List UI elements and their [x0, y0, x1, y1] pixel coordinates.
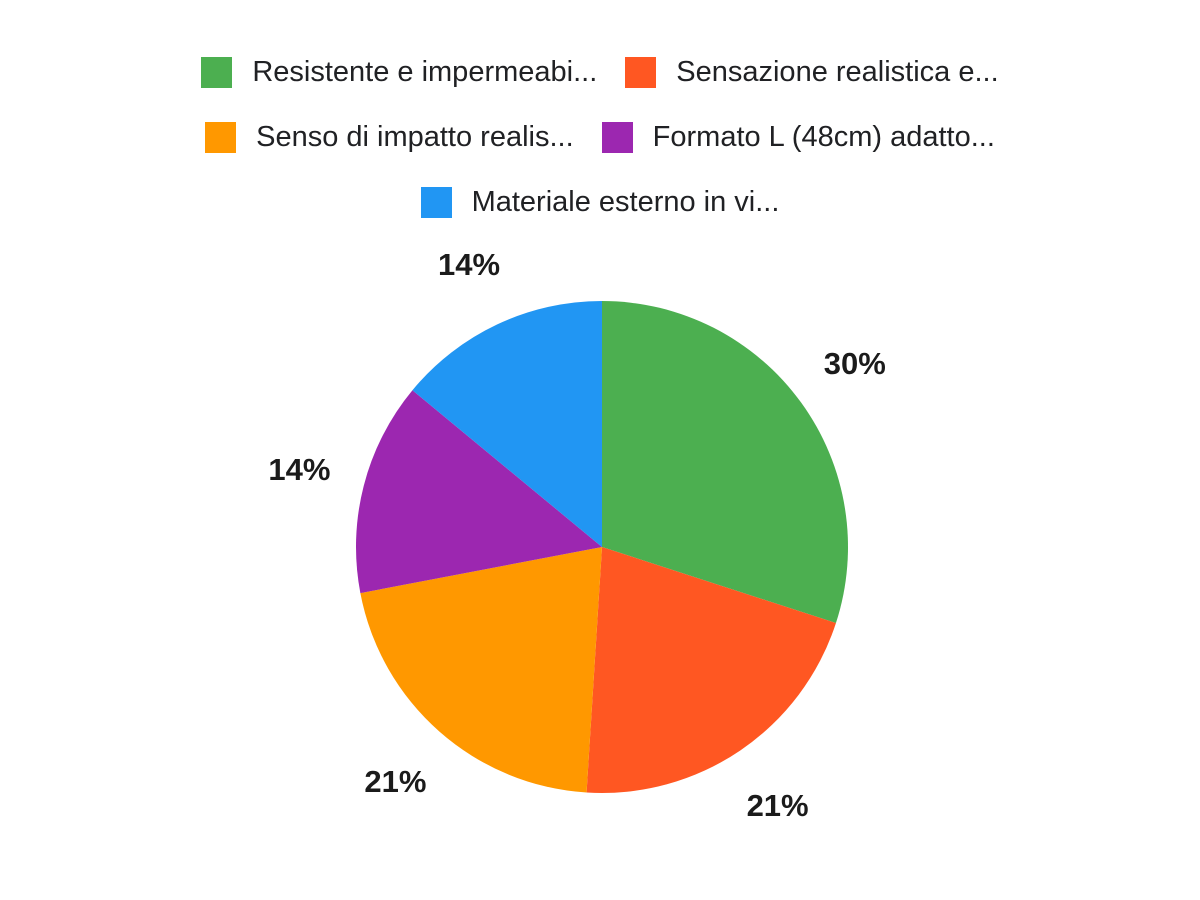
pie-slice-2[interactable]	[360, 547, 602, 793]
legend-row-1: Resistente e impermeabi... Sensazione re…	[201, 56, 999, 88]
legend-label-formato-l: Formato L (48cm) adatto...	[652, 121, 995, 153]
legend-swatch-blue-icon	[420, 186, 452, 218]
legend-swatch-purple-icon	[601, 121, 633, 153]
legend-label-senso-impatto: Senso di impatto realis...	[256, 121, 574, 153]
pie-slice-3[interactable]	[356, 390, 602, 594]
legend-label-resistente: Resistente e impermeabi...	[252, 56, 598, 88]
legend-swatch-green-icon	[201, 56, 233, 88]
pie-slice-percent-label-4: 14%	[438, 247, 500, 282]
legend-item-resistente[interactable]: Resistente e impermeabi...	[201, 56, 597, 88]
legend-item-senso-impatto[interactable]: Senso di impatto realis...	[205, 121, 574, 153]
pie-slice-1[interactable]	[586, 547, 836, 793]
legend-item-formato-l[interactable]: Formato L (48cm) adatto...	[601, 121, 995, 153]
chart-legend: Resistente e impermeabi... Sensazione re…	[0, 56, 1200, 218]
legend-label-materiale: Materiale esterno in vi...	[471, 186, 780, 218]
legend-item-materiale[interactable]: Materiale esterno in vi...	[420, 186, 780, 218]
pie-slice-percent-label-2: 21%	[364, 764, 426, 799]
pie-slice-percent-label-1: 21%	[747, 788, 809, 823]
legend-swatch-orange-icon	[205, 121, 237, 153]
pie-slice-0[interactable]	[602, 301, 849, 624]
legend-swatch-red-icon	[625, 56, 657, 88]
pie-slice-percent-label-3: 14%	[268, 452, 330, 487]
pie-slice-percent-label-0: 30%	[824, 346, 886, 381]
legend-item-sensazione[interactable]: Sensazione realistica e...	[625, 56, 999, 88]
legend-row-3: Materiale esterno in vi...	[420, 186, 780, 218]
pie-slice-4[interactable]	[412, 301, 602, 547]
legend-row-2: Senso di impatto realis... Formato L (48…	[205, 121, 995, 153]
legend-label-sensazione: Sensazione realistica e...	[676, 56, 999, 88]
